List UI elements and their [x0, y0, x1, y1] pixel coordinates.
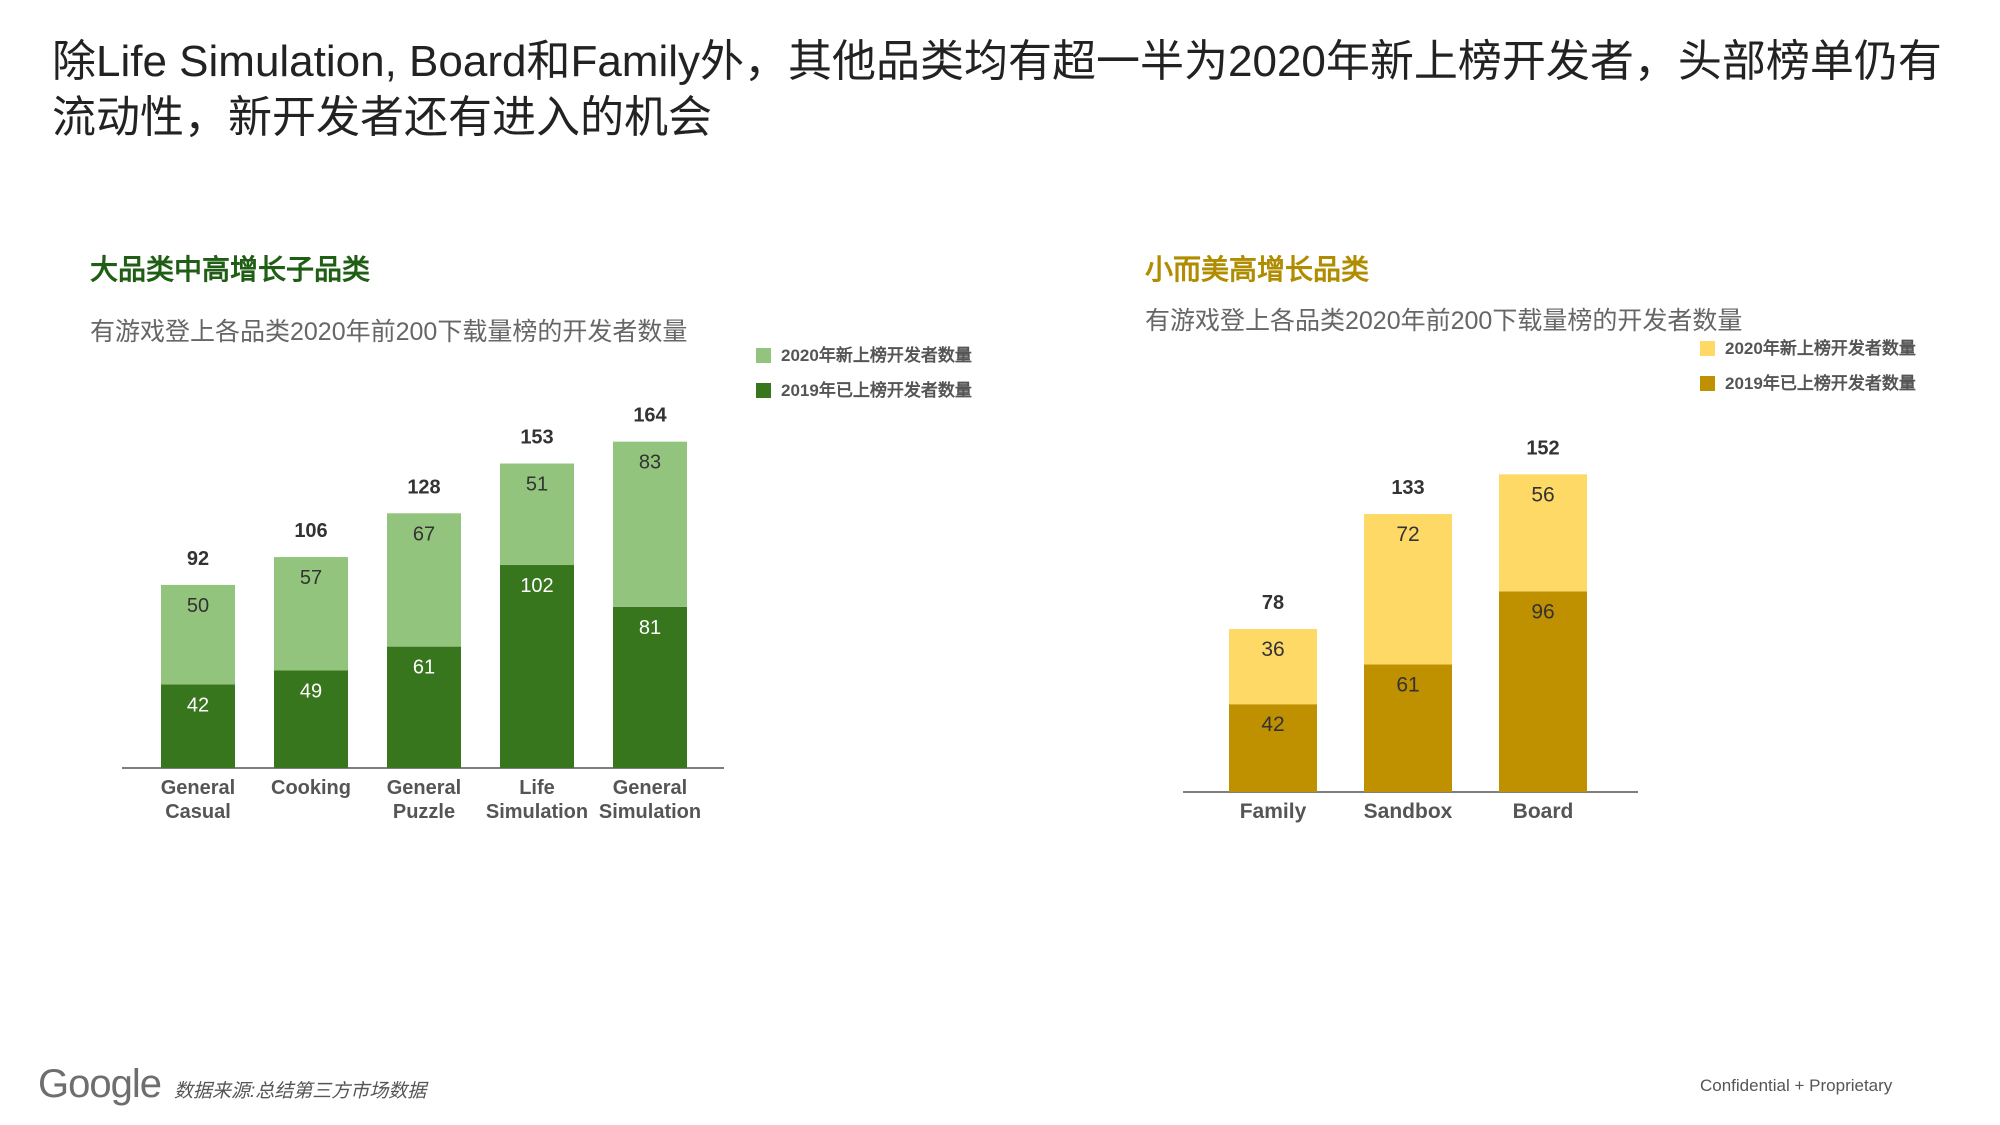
right-label-2019-0: 42: [1261, 713, 1284, 736]
left-bar-2019-3: [500, 565, 574, 768]
right-category-label-0-0: Family: [1240, 800, 1307, 823]
data-source-note: 数据来源:总结第三方市场数据: [174, 1081, 427, 1102]
left-label-2019-1: 49: [300, 680, 322, 702]
right-bar-2020-2: [1499, 474, 1587, 592]
right-bar-2019-0: [1229, 704, 1317, 792]
right-bar-2020-1: [1364, 514, 1452, 665]
right-total-label-1: 133: [1391, 477, 1424, 499]
left-bar-2019-4: [613, 606, 687, 768]
right-label-2019-2: 96: [1531, 600, 1554, 623]
left-label-2019-2: 61: [413, 657, 435, 679]
left-label-2020-0: 50: [187, 595, 209, 617]
right-label-2020-1: 72: [1396, 523, 1419, 546]
right-legend-label-1: 2019年已上榜开发者数量: [1725, 373, 1916, 393]
left-legend-label-1: 2019年已上榜开发者数量: [781, 380, 972, 400]
left-bar-2020-2: [387, 513, 461, 647]
left-bar-2020-0: [161, 584, 235, 685]
right-chart-title: 小而美高增长品类: [1145, 254, 1370, 285]
left-total-label-1: 106: [294, 520, 327, 542]
right-bar-2020-0: [1229, 628, 1317, 705]
right-category-label-2-0: Board: [1513, 800, 1574, 823]
left-chart-title: 大品类中高增长子品类: [90, 254, 371, 285]
left-total-label-4: 164: [633, 405, 667, 427]
left-bar-2020-1: [274, 557, 348, 671]
left-category-label-3-0: Life: [519, 777, 555, 799]
left-chart-subtitle: 有游戏登上各品类2020年前200下载量榜的开发者数量: [90, 318, 688, 346]
confidential-label: Confidential + Proprietary: [1700, 1076, 1893, 1095]
left-total-label-3: 153: [520, 427, 553, 449]
left-category-label-4-1: Simulation: [599, 801, 701, 823]
right-label-2020-0: 36: [1261, 638, 1284, 661]
google-logo: Google: [38, 1062, 162, 1106]
left-category-label-2-0: General: [387, 777, 461, 799]
left-label-2019-0: 42: [187, 694, 209, 716]
left-legend-swatch-0: [756, 348, 771, 363]
left-label-2020-4: 83: [639, 452, 661, 474]
left-bar-2020-4: [613, 441, 687, 607]
left-category-label-4-0: General: [613, 777, 687, 799]
right-label-2020-2: 56: [1531, 483, 1554, 506]
right-legend-swatch-0: [1700, 341, 1715, 356]
left-category-label-0-0: General: [161, 777, 235, 799]
right-label-2019-1: 61: [1396, 674, 1419, 697]
left-label-2019-3: 102: [520, 575, 553, 597]
left-label-2020-1: 57: [300, 567, 322, 589]
left-bar-2019-1: [274, 670, 348, 768]
left-bar-2020-3: [500, 463, 574, 566]
left-legend-swatch-1: [756, 383, 771, 398]
page-title: 除Life Simulation, Board和Family外，其他品类均有超一…: [52, 37, 1942, 142]
right-total-label-2: 152: [1526, 437, 1559, 459]
left-category-label-2-1: Puzzle: [393, 801, 455, 823]
left-legend-label-0: 2020年新上榜开发者数量: [781, 345, 972, 365]
left-total-label-0: 92: [187, 548, 209, 570]
left-category-label-0-1: Casual: [165, 801, 231, 823]
left-total-label-2: 128: [407, 476, 440, 498]
left-category-label-1-0: Cooking: [271, 777, 351, 799]
left-category-label-3-1: Simulation: [486, 801, 588, 823]
right-bar-2019-2: [1499, 591, 1587, 792]
right-total-label-0: 78: [1262, 592, 1284, 614]
left-bar-2019-2: [387, 646, 461, 768]
right-legend-label-0: 2020年新上榜开发者数量: [1725, 338, 1916, 358]
left-bar-2019-0: [161, 684, 235, 768]
right-chart-subtitle: 有游戏登上各品类2020年前200下载量榜的开发者数量: [1145, 307, 1743, 335]
right-category-label-1-0: Sandbox: [1364, 800, 1453, 823]
right-bar-2019-1: [1364, 664, 1452, 792]
right-legend-swatch-1: [1700, 376, 1715, 391]
left-label-2020-3: 51: [526, 474, 548, 496]
left-label-2019-4: 81: [639, 617, 661, 639]
left-label-2020-2: 67: [413, 523, 435, 545]
